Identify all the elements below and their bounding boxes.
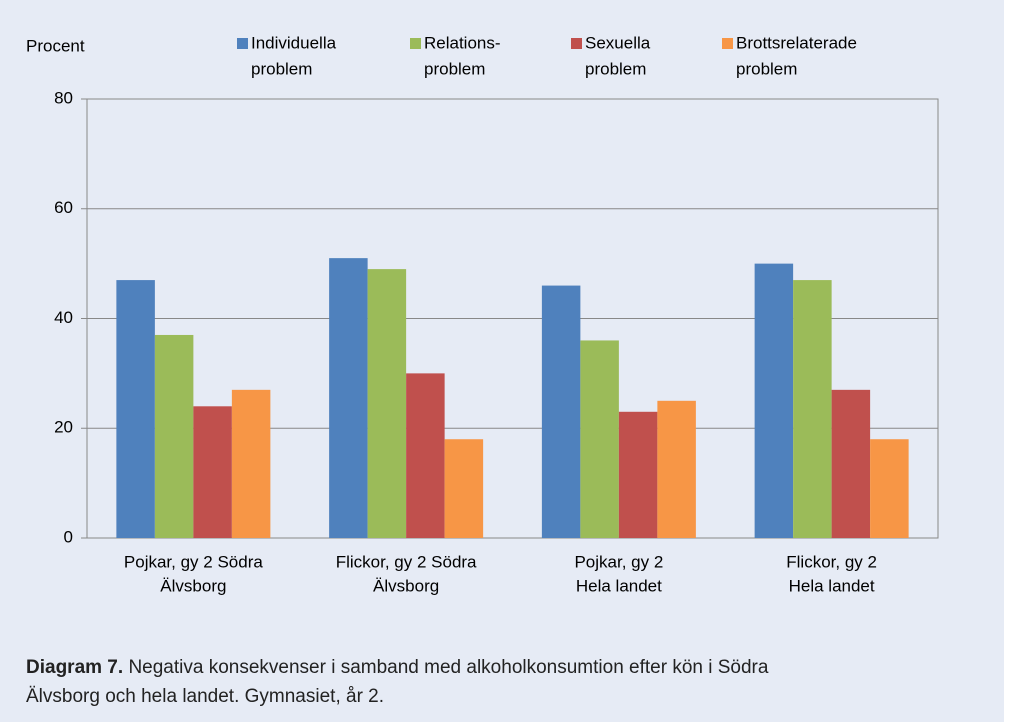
caption-label: Diagram 7. bbox=[26, 657, 123, 678]
bar bbox=[367, 269, 407, 538]
x-tick-label: Flickor, gy 2 Södra bbox=[336, 552, 477, 571]
x-tick-label: Älvsborg bbox=[160, 576, 226, 595]
x-tick-label: Hela landet bbox=[576, 576, 662, 595]
x-tick-label: Hela landet bbox=[789, 576, 875, 595]
bar bbox=[754, 263, 794, 538]
legend-label: Individuella bbox=[251, 33, 337, 52]
legend-label: Sexuella bbox=[585, 33, 651, 52]
x-tick-label: Pojkar, gy 2 Södra bbox=[124, 552, 263, 571]
bar bbox=[231, 389, 271, 538]
bar bbox=[541, 285, 581, 538]
legend-swatch bbox=[410, 38, 421, 49]
caption-line: Älvsborg och hela landet. Gymnasiet, år … bbox=[26, 686, 384, 707]
y-tick-label: 20 bbox=[54, 418, 73, 437]
legend-label: problem bbox=[585, 59, 646, 78]
bar bbox=[831, 389, 871, 538]
bar bbox=[793, 280, 832, 538]
legend-swatch bbox=[571, 38, 582, 49]
legend-swatch bbox=[722, 38, 733, 49]
caption: Diagram 7. Negativa konsekvenser i samba… bbox=[26, 657, 769, 678]
bar bbox=[154, 334, 194, 538]
plot-frame bbox=[86, 98, 939, 539]
x-tick-label: Flickor, gy 2 bbox=[786, 552, 877, 571]
x-tick-label: Älvsborg bbox=[373, 576, 439, 595]
bar bbox=[116, 280, 155, 538]
bar bbox=[444, 439, 484, 538]
bar bbox=[618, 411, 658, 538]
bar bbox=[870, 439, 909, 538]
bar bbox=[329, 258, 368, 538]
y-tick-label: 80 bbox=[54, 88, 73, 107]
legend-label: problem bbox=[424, 59, 485, 78]
caption-line: Negativa konsekvenser i samband med alko… bbox=[128, 657, 768, 678]
legend-swatch bbox=[237, 38, 248, 49]
y-tick-label: 0 bbox=[64, 527, 73, 546]
bar bbox=[657, 400, 696, 538]
legend-label: problem bbox=[736, 59, 797, 78]
bar bbox=[193, 406, 232, 538]
y-axis-label: Procent bbox=[26, 36, 85, 55]
bar bbox=[580, 340, 619, 538]
y-tick-label: 60 bbox=[54, 198, 73, 217]
x-tick-label: Pojkar, gy 2 bbox=[574, 552, 663, 571]
bar bbox=[406, 373, 445, 538]
legend-label: problem bbox=[251, 59, 312, 78]
legend-label: Brottsrelaterade bbox=[736, 33, 857, 52]
y-tick-label: 40 bbox=[54, 308, 73, 327]
legend-label: Relations- bbox=[424, 33, 501, 52]
